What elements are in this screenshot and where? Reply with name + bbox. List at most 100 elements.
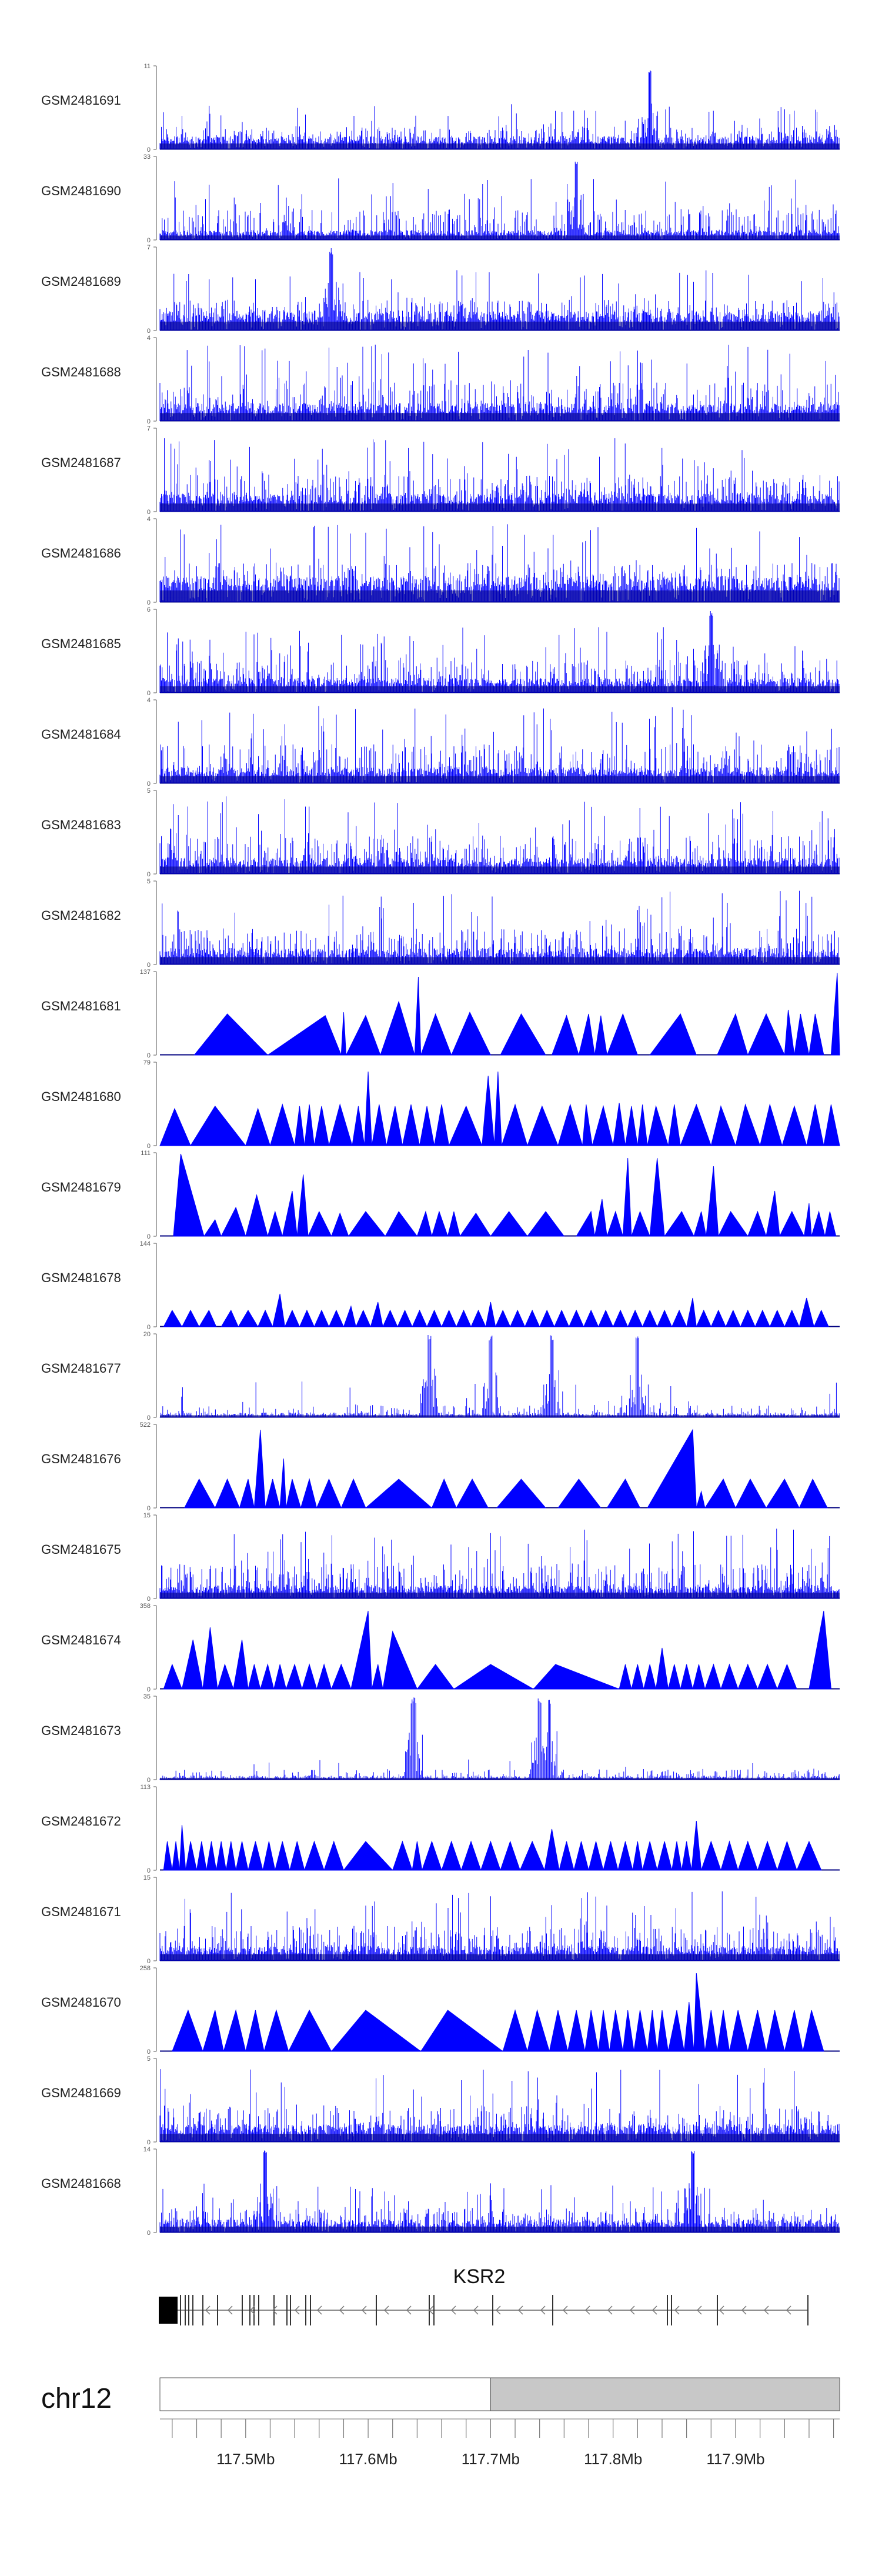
track-GSM2481672: GSM2481672 113 0 [41,1784,840,1874]
region-band-highlight [490,2377,840,2411]
track-GSM2481668: GSM2481668 14 0 [41,2146,840,2237]
strand-arrow-icon [786,2305,791,2315]
coverage-peak [416,1664,455,1690]
coverage-peak [657,2010,669,2052]
coverage-peak [757,1663,778,1690]
coverage-signal [159,1335,840,1417]
coverage-peak [262,1841,276,1871]
coverage-peak [683,2001,694,2052]
coverage-peak [667,1104,681,1146]
track-label: GSM2481675 [41,1542,121,1557]
coverage-peak [696,1490,706,1509]
coverage-peak [627,1309,643,1327]
coverage-peak [808,1013,824,1056]
coverage-peak [740,1309,756,1327]
coverage-peak [647,1105,669,1146]
coverage-peak [594,1199,607,1237]
coverage-peak [649,1013,697,1056]
coverage-peak [330,1663,352,1690]
coverage-peak [696,1309,712,1327]
coverage-peak [777,1663,797,1690]
coverage-peak [766,2010,785,2052]
coverage-peak [686,1297,697,1327]
track-label: GSM2481668 [41,2176,121,2191]
y-zero-label: 0 [147,1324,151,1331]
coverage-peak [631,1210,650,1237]
coverage-peak [350,1610,372,1690]
coverage-peak [412,1309,427,1327]
coverage-floor [160,1954,840,1961]
coverage-peak [495,1309,511,1327]
coverage-peak [352,1106,365,1146]
coverage-peak [301,1663,318,1690]
coverage-peak [163,1309,183,1327]
coverage-peak [433,1104,450,1146]
coverage-peak [304,1840,325,1871]
coverage-peak [316,1663,332,1690]
track-GSM2481683: GSM2481683 5 0 [41,788,840,878]
coverage-signal [159,796,840,874]
track-GSM2481681: GSM2481681 137 0 [41,969,840,1059]
coverage-peak [223,2009,246,2052]
coverage-peak [559,1841,574,1871]
coverage-peak [588,1841,604,1871]
strand-arrow-icon [227,2305,233,2315]
coverage-peak [811,1210,826,1237]
y-zero-label: 0 [147,1052,151,1059]
coverage-peak [631,1664,644,1690]
coverage-signal [159,70,840,149]
track-GSM2481673: GSM2481673 35 0 [41,1693,840,1784]
coverage-peak [490,1211,528,1237]
track-GSM2481677: GSM2481677 20 0 [41,1331,840,1422]
strand-arrow-icon [629,2305,635,2315]
coverage-peak [747,1013,786,1056]
track-label: GSM2481689 [41,274,121,289]
tracks-layer: GSM2481691110GSM2481690330GSM248168970GS… [41,63,840,2237]
coverage-peak [766,1478,800,1509]
coverage-peak [594,1015,607,1056]
track-label: GSM2481677 [41,1361,121,1376]
coverage-peak [757,1840,778,1871]
coverage-peak [622,2010,634,2052]
coverage-peak [313,1309,330,1327]
y-max-label: 11 [144,63,151,70]
coverage-peak [300,1478,318,1509]
coverage-peak [414,976,422,1056]
coverage-signal [159,438,840,512]
coverage-peak [802,2010,824,2052]
strand-arrow-icon [540,2305,546,2315]
y-max-label: 7 [147,425,151,432]
coverage-peak [179,1824,186,1871]
coverage-peak [485,1302,496,1327]
coverage-peak [693,1973,706,2052]
track-GSM2481688: GSM2481688 4 0 [41,335,840,425]
coverage-peak [482,1075,495,1146]
coverage-peak [725,1309,741,1327]
coverage-peak [426,1309,442,1327]
coverage-peak [804,1203,812,1237]
coverage-peak [704,2010,718,2052]
coverage-peak [796,1840,822,1871]
coverage-peak [206,1841,217,1871]
track-label: GSM2481684 [41,727,121,742]
gene-label: KSR2 [453,2265,506,2288]
coverage-peak [501,1103,528,1146]
coverage-peak [606,1013,639,1056]
y-zero-label: 0 [147,509,151,516]
coverage-peak [419,1106,435,1146]
coverage-peak [214,1478,240,1509]
coverage-floor [160,1777,840,1780]
coverage-peak [265,1479,280,1509]
coverage-signal [159,248,840,331]
coverage-peak [345,1015,381,1056]
y-zero-label: 0 [147,146,151,154]
track-GSM2481669: GSM2481669 5 0 [41,2056,840,2146]
strand-arrow-icon [339,2305,345,2315]
coverage-peak [238,1310,259,1327]
coverage-peak [316,1478,342,1509]
coverage-peak [239,1479,255,1509]
y-zero-label: 0 [147,1596,151,1603]
coverage-floor [160,957,840,965]
coverage-peak [323,1840,345,1871]
y-max-label: 5 [147,788,151,795]
